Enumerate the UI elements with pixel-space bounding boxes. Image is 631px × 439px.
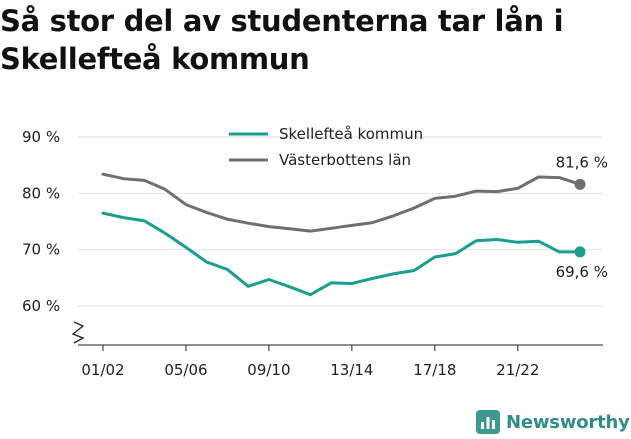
axes: 90 % 80 % 70 % 60 % 01/02 05/06 09/10 13/14 17/1… bbox=[22, 128, 603, 379]
y-tick-label: 80 % bbox=[22, 184, 60, 202]
bar-chart-icon bbox=[476, 410, 500, 434]
legend-label: Västerbottens län bbox=[279, 151, 411, 169]
x-tick-label: 17/18 bbox=[413, 361, 456, 379]
x-tick-label: 13/14 bbox=[330, 361, 373, 379]
chart-title: Så stor del av studenterna tar lån i Ske… bbox=[0, 4, 564, 76]
y-tick-label: 90 % bbox=[22, 128, 60, 146]
x-tick-label: 05/06 bbox=[164, 361, 207, 379]
axis-break-icon bbox=[71, 321, 85, 344]
grid-lines bbox=[78, 136, 603, 307]
x-tick-label: 01/02 bbox=[81, 361, 124, 379]
legend: Skellefteå kommun Västerbottens län bbox=[229, 125, 423, 169]
brand-name: Newsworthy bbox=[506, 411, 630, 433]
y-tick-label: 60 % bbox=[22, 297, 60, 315]
series-line-vasterbotten bbox=[101, 172, 582, 233]
series-line-skelleftea bbox=[101, 211, 582, 297]
end-label-skelleftea: 69,6 % bbox=[556, 263, 608, 281]
end-point-marker bbox=[574, 178, 586, 190]
end-label-vasterbotten: 81,6 % bbox=[556, 153, 608, 171]
series-lines bbox=[101, 172, 586, 297]
y-tick-label: 70 % bbox=[22, 241, 60, 259]
end-point-marker bbox=[574, 246, 586, 258]
end-labels: 81,6 % 69,6 % bbox=[556, 153, 608, 281]
x-tick-label: 09/10 bbox=[247, 361, 290, 379]
legend-label: Skellefteå kommun bbox=[279, 125, 423, 143]
x-tick-label: 21/22 bbox=[496, 361, 539, 379]
newsworthy-logo: Newsworthy bbox=[476, 408, 630, 436]
